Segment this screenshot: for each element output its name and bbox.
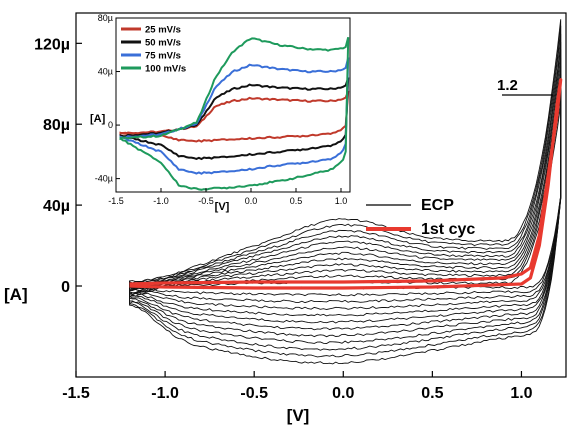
main-y-tick-label: 40µ <box>43 198 70 215</box>
inset-x-tick-label: -0.5 <box>198 196 214 206</box>
inset-y-tick-label: 40µ <box>98 67 113 77</box>
main-y-axis: 0 40µ 80µ 120µ <box>34 36 82 296</box>
inset-x-tick-label: -1.5 <box>108 196 124 206</box>
main-x-tick-label: -1.5 <box>62 385 90 402</box>
main-x-tick-label: -0.5 <box>240 385 268 402</box>
inset-background <box>116 18 350 192</box>
main-x-tick-label: 0.5 <box>421 385 443 402</box>
inset-y-tick-label: 0 <box>108 120 113 130</box>
inset-plot-frame <box>115 17 351 193</box>
legend-ecp-label: ECP <box>421 197 454 214</box>
inset-y-tick-label: -40µ <box>95 174 113 184</box>
main-y-tick-label: 80µ <box>43 117 70 134</box>
inset-y-axis-label: [A] <box>90 113 106 125</box>
inset-legend: 25 mV/s 50 mV/s 75 mV/s 100 mV/s <box>121 25 186 75</box>
inset-x-axis-label: [V] <box>215 201 230 213</box>
inset-x-axis: -1.5 -1.0 -0.5 0.0 0.5 1.0 <box>108 188 347 206</box>
main-y-tick-label: 120µ <box>34 36 70 53</box>
vertex-annotation-label: 1.2 <box>497 77 518 94</box>
inset-scan-rate-curves <box>119 37 350 191</box>
vertex-annotation: 1.2 <box>497 77 553 96</box>
inset-legend-label: 25 mV/s <box>145 25 181 36</box>
main-y-axis-label: [A] <box>4 285 28 304</box>
legend-first-cycle-label: 1st cyc <box>421 221 475 238</box>
main-x-axis-label: [V] <box>287 406 310 425</box>
first-cycle-curve <box>129 78 563 290</box>
main-x-axis: -1.5 -1.0 -0.5 0.0 0.5 1.0 <box>62 371 533 402</box>
inset-x-tick-label: 0.5 <box>290 196 303 206</box>
inset-legend-label: 75 mV/s <box>145 51 181 62</box>
inset-x-tick-label: 1.0 <box>335 196 348 206</box>
main-legend: ECP 1st cyc <box>366 197 475 238</box>
inset-series-line <box>119 37 350 191</box>
inset-y-tick-label: 80µ <box>98 13 113 23</box>
main-x-tick-label: 1.0 <box>510 385 532 402</box>
inset-y-axis: -40µ 0 40µ 80µ <box>95 13 120 184</box>
main-x-tick-label: 0.0 <box>332 385 354 402</box>
first-cycle-line <box>129 78 563 290</box>
main-x-tick-label: -1.0 <box>151 385 179 402</box>
main-y-tick-label: 0 <box>61 279 70 296</box>
inset-x-tick-label: -1.0 <box>153 196 169 206</box>
inset-legend-label: 100 mV/s <box>145 64 186 75</box>
inset-x-tick-label: 0.0 <box>245 196 258 206</box>
main-plot-frame <box>75 12 567 378</box>
inset-legend-label: 50 mV/s <box>145 38 181 49</box>
ecp-cycle-line <box>129 19 562 365</box>
